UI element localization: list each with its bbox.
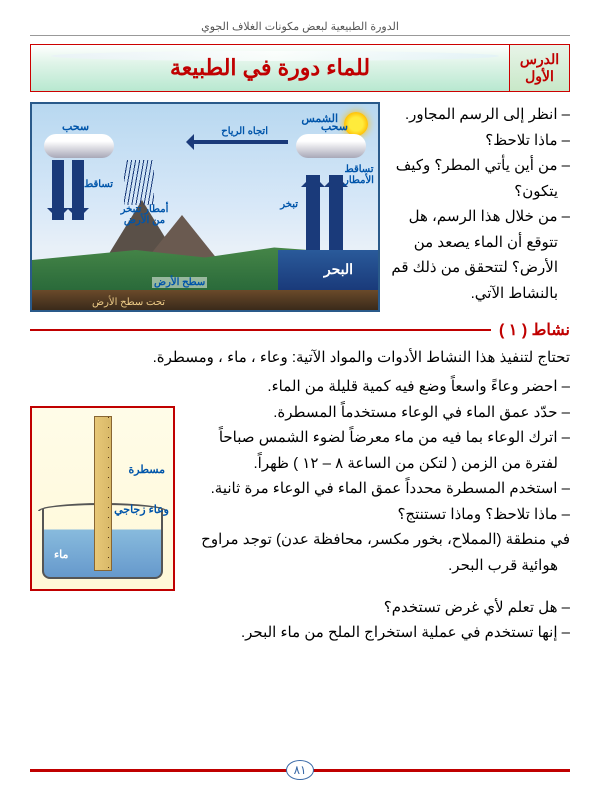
step: – احضر وعاءً واسعاً وضع فيه كمية قليلة م… [30, 374, 570, 400]
rainfall-label: تساقط الأمطار [344, 164, 374, 186]
step: – اترك الوعاء بما فيه من ماء معرضاً لضوء… [185, 425, 570, 476]
page-number: ٨١ [286, 760, 314, 780]
wind-arrow-icon [188, 140, 288, 144]
activity-intro: تحتاج لتنفيذ هذا النشاط الأدوات والمواد … [30, 346, 570, 370]
question: – ماذا تلاحظ؟ [390, 128, 570, 154]
lesson-banner: الدرس الأول للماء دورة في الطبيعة [30, 44, 570, 92]
precip-arrow-icon [72, 160, 84, 220]
question: – من أين يأتي المطر؟ وكيف يتكون؟ [390, 153, 570, 204]
activity-header: نشاط ( ١ ) [30, 320, 570, 340]
lesson-tab-line2: الأول [525, 68, 554, 85]
rain-label: أمطار تتبخر من الأرض [117, 204, 172, 226]
underground-label: تحت سطح الأرض [92, 297, 165, 308]
underground-icon [32, 290, 378, 310]
vessel-label: وعاء زجاجي [114, 503, 169, 516]
evaporation-arrow-icon [306, 175, 320, 250]
step: – ماذا تلاحظ؟ وماذا تستنتج؟ [185, 502, 570, 528]
wind-label: اتجاه الرياح [221, 126, 268, 137]
lesson-title: للماء دورة في الطبيعة [170, 55, 370, 81]
lesson-tab-line1: الدرس [520, 51, 559, 68]
evaporation-arrow-icon [329, 175, 343, 250]
question-list: – انظر إلى الرسم المجاور. – ماذا تلاحظ؟ … [390, 102, 570, 312]
chapter-header: الدورة الطبيعية لبعض مكونات الغلاف الجوي [30, 20, 570, 36]
rain-icon [124, 160, 154, 205]
step-list: – احضر وعاءً واسعاً وضع فيه كمية قليلة م… [30, 374, 570, 400]
precip-arrow-icon [52, 160, 64, 220]
ruler-experiment-diagram: مسطرة وعاء زجاجي ماء [30, 406, 175, 591]
top-section: – انظر إلى الرسم المجاور. – ماذا تلاحظ؟ … [30, 102, 570, 312]
evap-label: تبخر [280, 199, 298, 210]
cloud-label: سحب [62, 120, 89, 133]
surface-label: سطح الأرض [152, 277, 207, 288]
question: – من خلال هذا الرسم، هل تتوقع أن الماء ي… [390, 204, 570, 306]
water-label: ماء [54, 548, 68, 561]
step: – استخدم المسطرة محدداً عمق الماء في الو… [185, 476, 570, 502]
question: – انظر إلى الرسم المجاور. [390, 102, 570, 128]
lesson-tab: الدرس الأول [509, 45, 569, 91]
lower-section: – حدّد عمق الماء في الوعاء مستخدماً المس… [30, 400, 570, 591]
final-answer: – إنها تستخدم في عملية استخراج الملح من … [30, 620, 570, 646]
water-cycle-diagram: الشمس سحب سحب اتجاه الرياح البحر تحت سطح… [30, 102, 380, 312]
precip-label: تساقط [84, 179, 113, 190]
final-text: في منطقة (المملاح، بخور مكسر، محافظة عدن… [185, 527, 570, 578]
cloud-icon [296, 134, 366, 158]
cloud-icon [44, 134, 114, 158]
final-question: – هل تعلم لأي غرض تستخدم؟ [30, 595, 570, 621]
ruler-label: مسطرة [128, 463, 165, 476]
ruler-icon [94, 416, 112, 571]
divider-line [30, 329, 491, 331]
step: – حدّد عمق الماء في الوعاء مستخدماً المس… [185, 400, 570, 426]
cloud-label: سحب [321, 120, 348, 133]
activity-label: نشاط ( ١ ) [499, 320, 570, 340]
sea-label: البحر [324, 261, 353, 278]
final-text-block: – هل تعلم لأي غرض تستخدم؟ – إنها تستخدم … [30, 595, 570, 646]
step-list: – حدّد عمق الماء في الوعاء مستخدماً المس… [185, 400, 570, 591]
lesson-title-area: للماء دورة في الطبيعة [31, 45, 509, 91]
